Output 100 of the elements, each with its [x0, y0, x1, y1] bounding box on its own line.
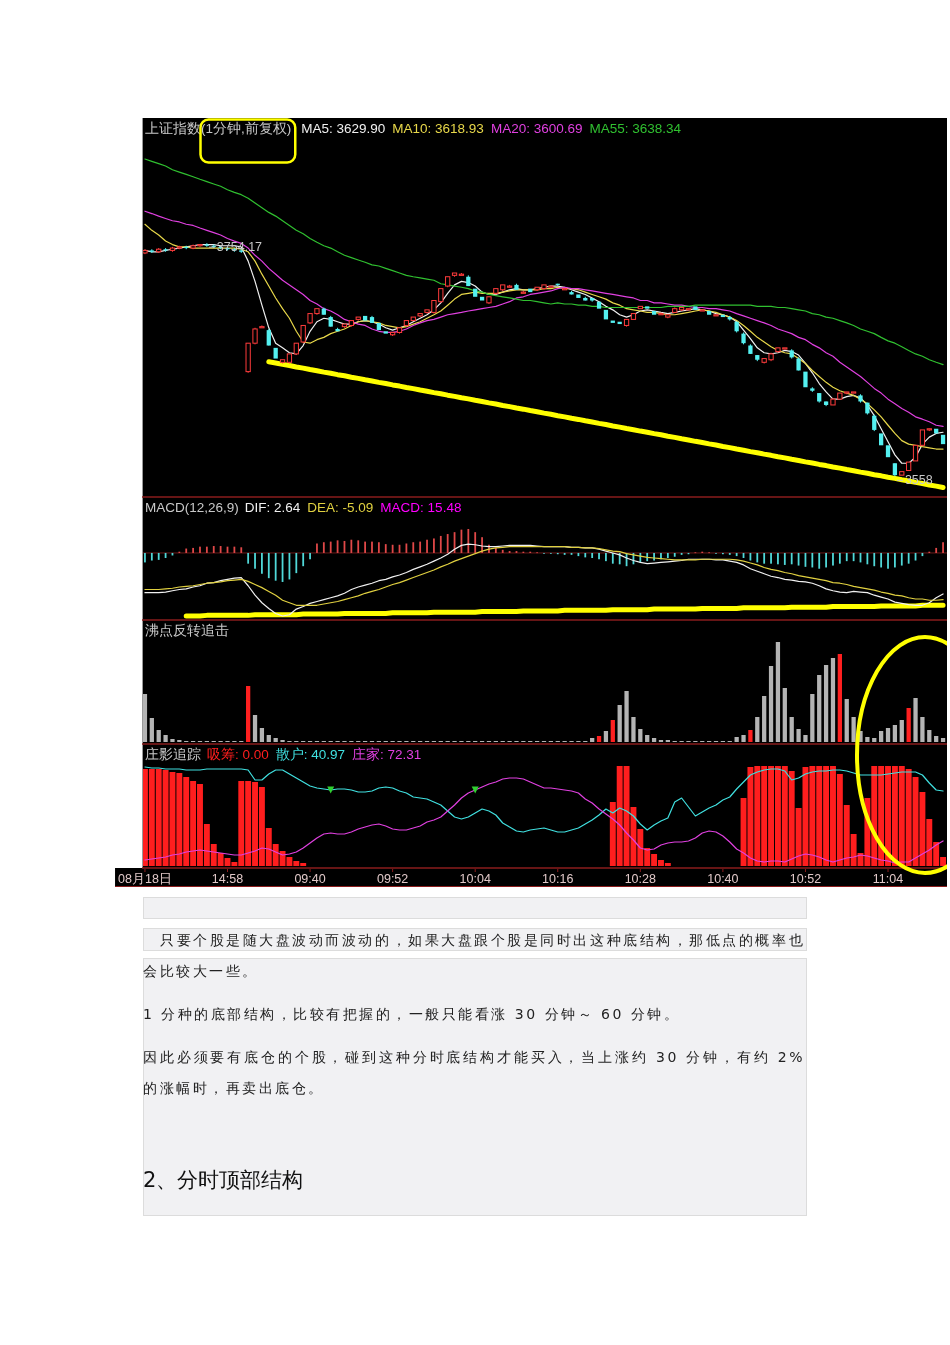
bar — [645, 735, 650, 742]
bar — [851, 717, 856, 742]
bar — [906, 708, 911, 742]
bar — [837, 654, 842, 742]
x-tick-label: 09:52 — [376, 872, 409, 886]
candlestick — [906, 461, 912, 471]
candlestick — [479, 296, 485, 301]
bar — [810, 694, 815, 742]
bar — [892, 725, 898, 742]
text: 2、分时顶部结构 — [143, 1167, 304, 1193]
bar — [170, 739, 175, 742]
x-tick-label: 08月18日 — [118, 872, 172, 886]
candlestick — [562, 288, 568, 291]
candlestick — [596, 301, 602, 309]
bar — [149, 718, 154, 742]
x-tick-label: 09:40 — [294, 872, 326, 886]
bar — [775, 642, 781, 742]
text: MA5: 3629.90 — [301, 121, 386, 136]
candlestick — [273, 347, 278, 359]
bar — [782, 688, 787, 742]
candlestick — [879, 433, 884, 446]
candlestick — [707, 311, 712, 315]
bar — [762, 696, 767, 742]
text: 庄家: 72.31 — [352, 747, 422, 762]
text: 1 分种的底部结构，比较有把握的，一般只能看涨 30 分钟～ 60 分钟。 — [143, 1005, 682, 1024]
text: 只要个股是随大盘波动而波动的，如果大盘跟个股是同时出这种底结构，那低点的概率也会比较大一些。 — [143, 931, 805, 981]
x-tick-label: 11:04 — [872, 872, 904, 886]
bar — [872, 738, 877, 742]
candlestick — [699, 309, 705, 312]
series-label: 吸筹: 0.00 — [207, 747, 269, 762]
text: DEA: -5.09 — [307, 500, 374, 515]
series-label: MACD: 15.48 — [380, 500, 462, 515]
candlestick — [376, 322, 381, 331]
bar — [631, 717, 636, 742]
candlestick — [383, 331, 388, 334]
candlestick — [576, 294, 581, 298]
candlestick — [912, 444, 919, 462]
bar — [617, 705, 622, 742]
candlestick — [645, 306, 650, 309]
x-tick-label: 10:04 — [459, 872, 491, 886]
bar — [817, 675, 822, 742]
bar — [610, 720, 615, 742]
candlestick — [803, 371, 808, 388]
bar — [266, 735, 271, 742]
annotation: 3558 — [904, 473, 933, 488]
x-tick-label: 10:16 — [542, 872, 574, 886]
bar — [879, 731, 884, 742]
bar — [651, 738, 657, 742]
candlestick — [630, 313, 637, 320]
text: DIF: 2.64 — [244, 500, 301, 515]
bar — [273, 738, 278, 742]
bar — [638, 729, 643, 742]
series-label: 散户: 40.97 — [275, 747, 346, 762]
bar — [789, 717, 794, 742]
bar — [768, 666, 774, 742]
bar — [865, 737, 870, 742]
bar — [624, 691, 629, 742]
bar — [927, 730, 932, 742]
bar — [596, 736, 602, 742]
bar — [741, 735, 746, 742]
candlestick — [885, 445, 891, 458]
candlestick — [940, 434, 946, 445]
bar — [590, 738, 595, 742]
bar — [899, 720, 904, 742]
candlestick — [713, 314, 719, 317]
bar — [823, 665, 829, 742]
bar — [885, 728, 891, 742]
bar — [246, 686, 251, 742]
chart-title: MACD(12,26,9) — [145, 500, 239, 515]
x-tick-label: 10:28 — [624, 872, 657, 886]
candlestick — [919, 429, 926, 446]
bar — [163, 735, 168, 742]
text: 因此必须要有底仓的个股，碰到这种分时底结构才能买入，当上涨约 30 分钟，有约 2%的涨幅时，再卖出底仓。 — [143, 1048, 805, 1098]
x-tick-label: 14:58 — [211, 872, 244, 886]
bar — [143, 694, 148, 742]
bar — [913, 698, 918, 742]
bar — [940, 738, 946, 742]
bar — [830, 658, 836, 742]
chart-title: 上证指数(1分钟,前复权) — [145, 121, 292, 136]
bar — [755, 717, 760, 742]
bar — [796, 729, 801, 742]
text: MA10: 3618.93 — [392, 121, 484, 136]
chart-title: 庄影追踪 — [145, 747, 201, 762]
bar — [920, 717, 925, 742]
candlestick — [899, 471, 905, 476]
candlestick — [651, 311, 657, 315]
text: MA55: 3638.34 — [589, 121, 682, 136]
text: MA20: 3600.69 — [490, 121, 583, 136]
bar — [156, 730, 161, 742]
bar — [844, 699, 849, 742]
bar — [934, 736, 939, 742]
bar — [748, 730, 753, 742]
bar — [252, 715, 258, 742]
bar — [734, 737, 739, 742]
candlestick — [685, 308, 692, 311]
candlestick — [693, 306, 698, 310]
x-tick-label: 10:52 — [789, 872, 822, 886]
bar — [259, 728, 265, 742]
bar — [803, 735, 808, 742]
candlestick — [259, 324, 265, 329]
